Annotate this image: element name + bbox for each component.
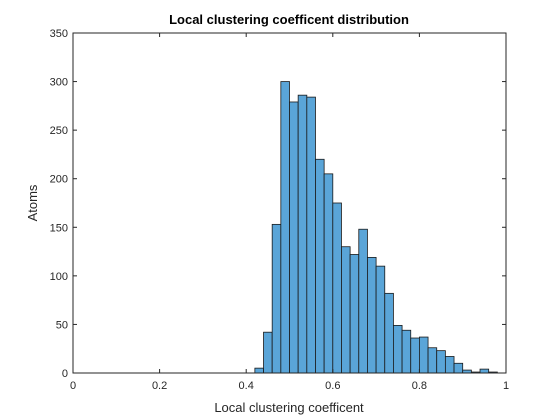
y-axis-label: Atoms [25, 184, 40, 221]
histogram-bar-11 [349, 254, 360, 374]
histogram-bar-23 [453, 362, 464, 374]
histogram-bar-4 [289, 101, 299, 374]
histogram-bar-20 [427, 347, 438, 374]
histogram-bar-16 [393, 324, 403, 374]
x-tick-label: 1 [503, 380, 509, 392]
histogram-bar-18 [410, 337, 420, 374]
histogram-bar-7 [315, 158, 325, 374]
chart-title: Local clustering coefficent distribution [169, 12, 409, 27]
x-tick-label: 0.8 [412, 380, 427, 392]
bar-group [254, 81, 498, 374]
x-tick-label: 0.4 [239, 380, 254, 392]
y-tick-label: 250 [50, 125, 68, 137]
histogram-bar-19 [418, 336, 429, 374]
histogram-bar-5 [297, 94, 308, 374]
x-axis-ticks: 0 0.2 0.4 0.6 0.8 1 [70, 33, 509, 392]
histogram-bar-6 [306, 96, 316, 374]
x-tick-label: 0 [70, 380, 76, 392]
histogram-bar-12 [358, 228, 368, 374]
histogram-bar-2 [271, 223, 282, 374]
histogram-bar-22 [444, 356, 455, 374]
y-axis-ticks: 0 50 100 150 200 250 300 350 [50, 28, 506, 380]
histogram-bar-10 [341, 246, 351, 374]
histogram-bar-21 [436, 350, 446, 374]
axes-frame [72, 32, 507, 374]
histogram-bar-0 [254, 367, 264, 374]
y-tick-label: 200 [50, 174, 68, 186]
y-tick-label: 100 [50, 271, 68, 283]
y-tick-label: 350 [50, 28, 68, 40]
x-axis-label: Local clustering coefficent [214, 400, 364, 415]
histogram-bar-1 [263, 331, 273, 374]
y-tick-label: 150 [50, 222, 68, 234]
histogram-bar-15 [384, 292, 394, 374]
y-tick-label: 0 [62, 368, 68, 380]
histogram-bar-13 [367, 256, 377, 374]
x-tick-label: 0.2 [152, 380, 167, 392]
y-tick-label: 300 [50, 77, 68, 89]
histogram-bar-3 [280, 81, 290, 374]
histogram-bar-9 [332, 202, 342, 374]
x-tick-label: 0.6 [325, 380, 340, 392]
y-tick-label: 50 [56, 319, 68, 331]
histogram-bar-8 [323, 173, 334, 374]
histogram-bar-14 [375, 265, 386, 374]
histogram-bar-26 [479, 368, 490, 374]
histogram-bar-17 [401, 329, 412, 374]
